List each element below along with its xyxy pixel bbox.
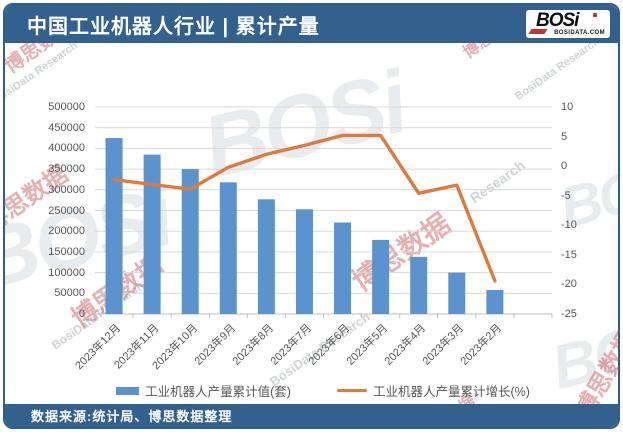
legend-label-line: 工业机器人产量累计增长(%) — [372, 385, 530, 399]
header-bar: 中国工业机器人行业 | 累计产量 — [5, 5, 618, 43]
legend-label-bars: 工业机器人产量累计值(套) — [145, 385, 291, 399]
bar-series-swatch-icon — [116, 386, 140, 395]
legend-item-line: 工业机器人产量累计增长(%) — [336, 381, 530, 400]
legend: 工业机器人产量累计值(套) 工业机器人产量累计增长(%) — [93, 381, 553, 400]
bosi-logo-red-dot-icon — [593, 13, 597, 17]
bosi-logo-text: BOSi — [536, 10, 579, 31]
legend-item-bars: 工业机器人产量累计值(套) — [116, 381, 291, 400]
page-title: 中国工业机器人行业 | 累计产量 — [27, 15, 320, 38]
chart-canvas — [94, 106, 553, 318]
data-source-text: 数据来源:统计局、博思数据整理 — [31, 409, 233, 424]
footer-bar: 数据来源:统计局、博思数据整理 — [5, 404, 618, 427]
bosi-logo-red-stripe-icon — [528, 29, 548, 34]
bosi-logo-site: BOSIDATA.COM — [554, 30, 605, 36]
bosi-logo: BOSi BOSIDATA.COM — [526, 10, 610, 38]
line-series-swatch-icon — [336, 388, 367, 393]
chart-card: 中国工业机器人行业 | 累计产量 BOSi BOSIDATA.COM 博思数据 B… — [3, 3, 620, 429]
